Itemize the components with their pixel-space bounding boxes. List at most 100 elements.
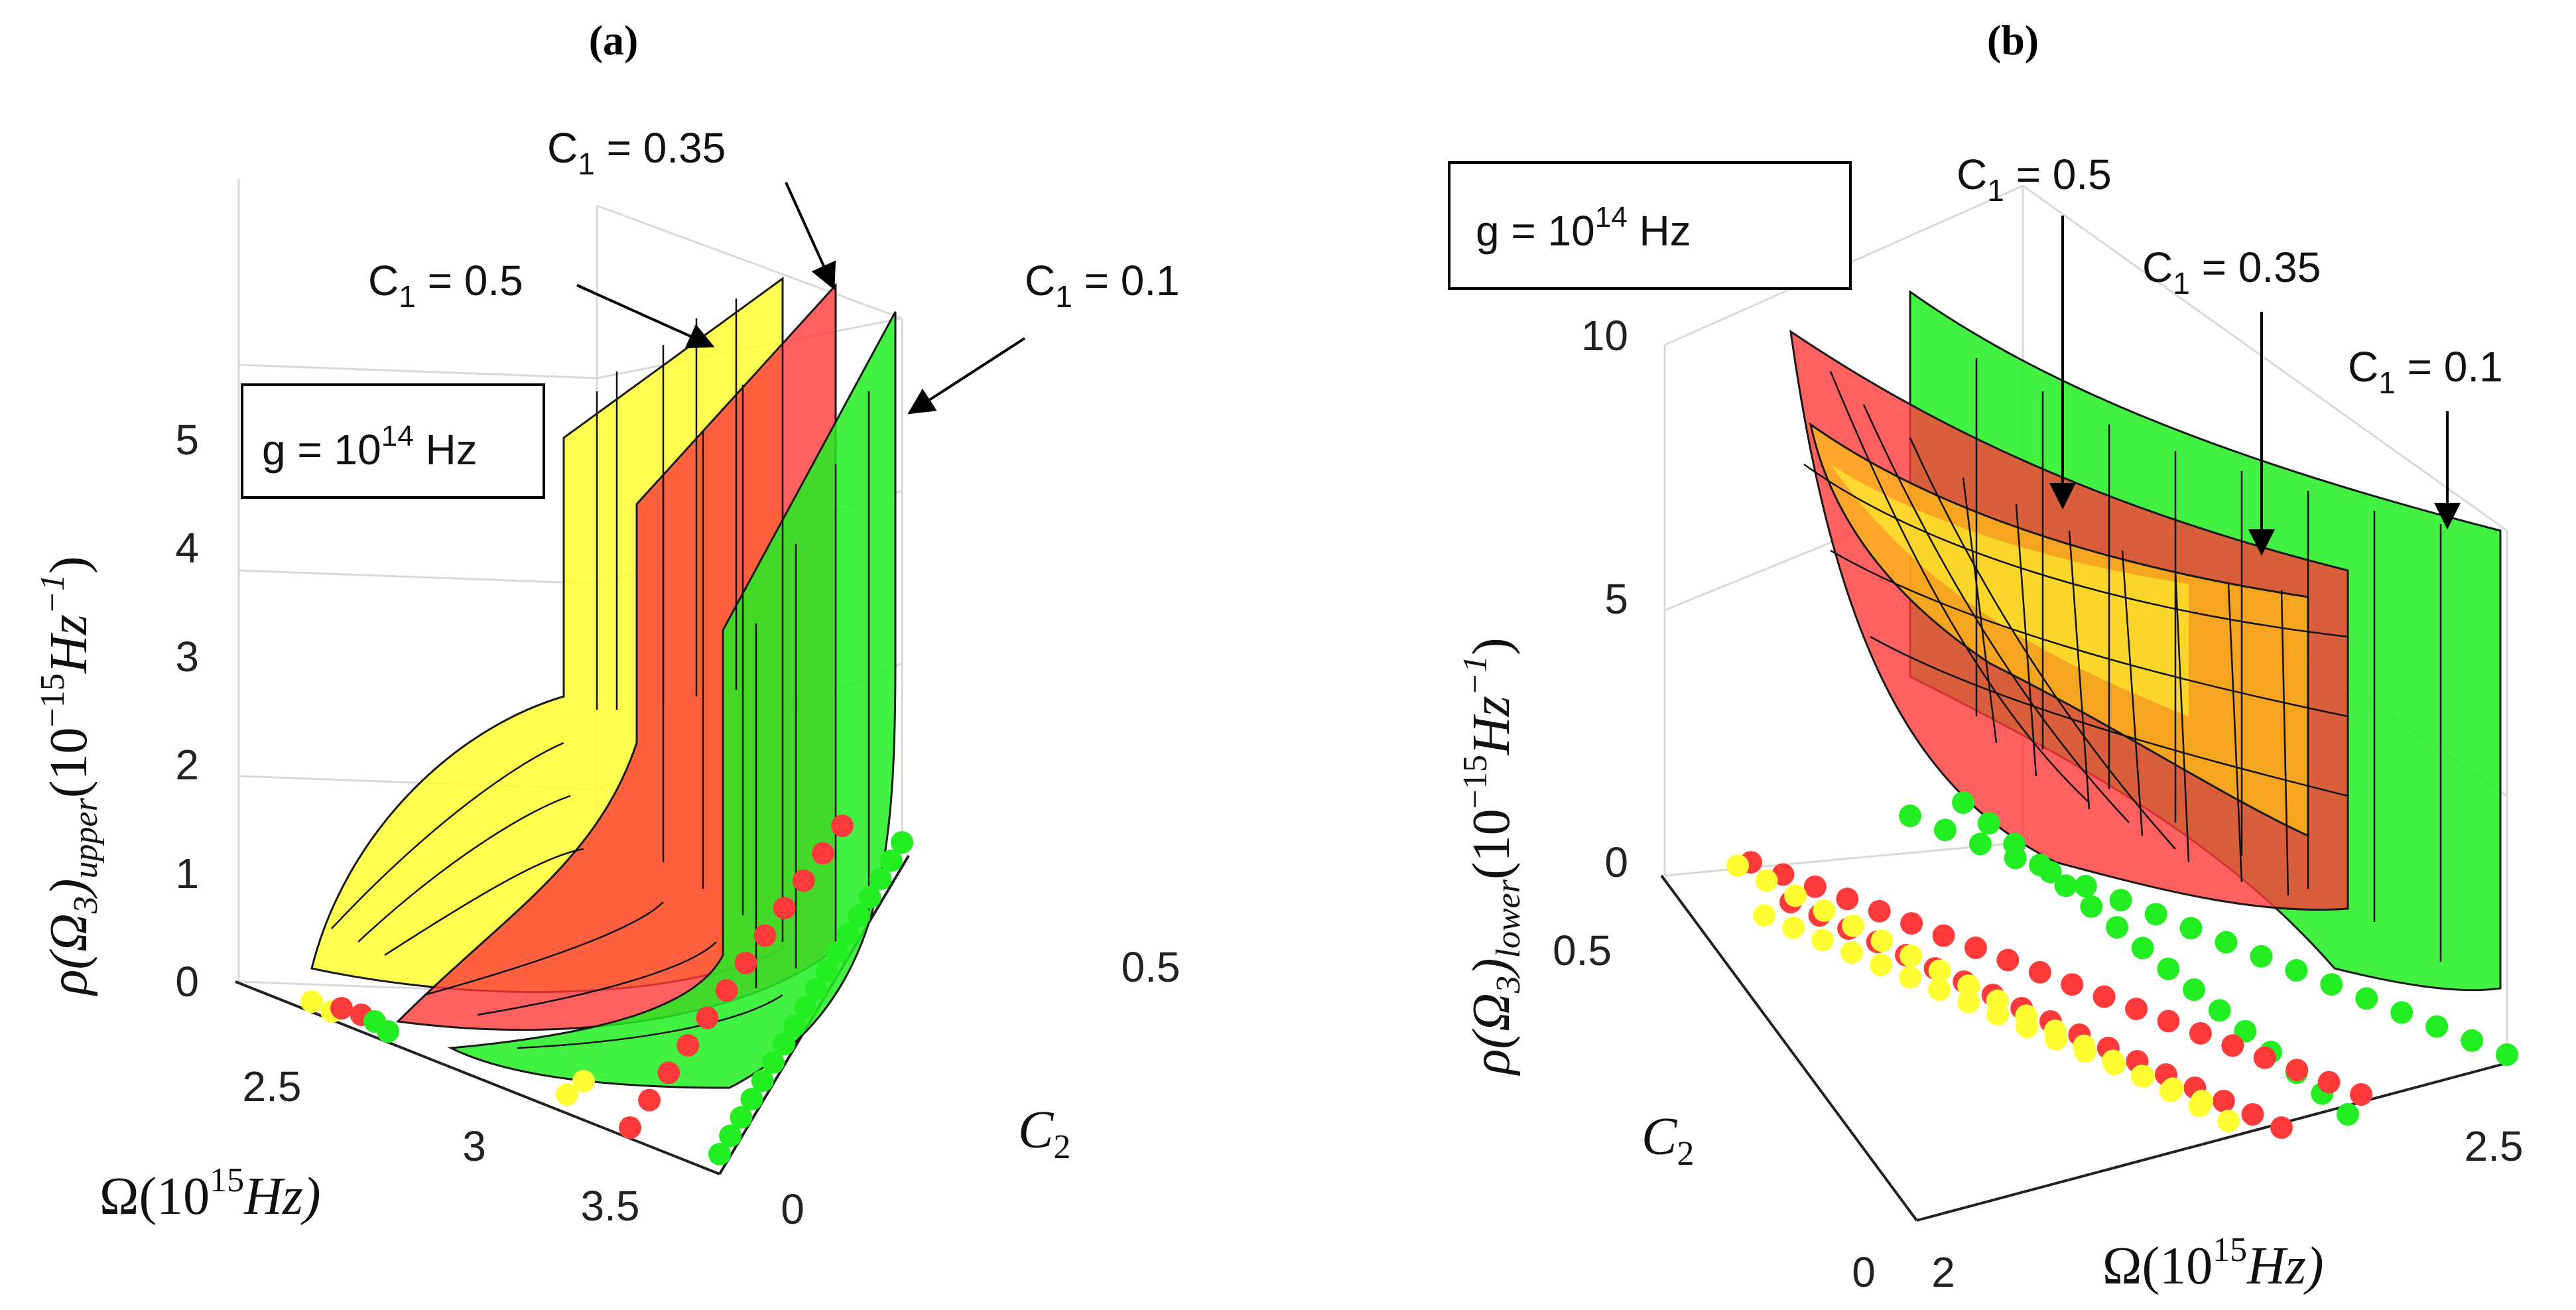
dot-a-green-dot	[826, 941, 849, 964]
axes-b	[1660, 874, 2514, 1222]
dot-b-red-1-dot	[1868, 899, 1891, 923]
dot-b-red-1-dot	[1996, 949, 2020, 972]
panel-b: (b)	[1448, 17, 2523, 1296]
dot-b-yellow-2-dot	[2103, 1053, 2126, 1075]
dot-a-red-dot	[657, 1061, 680, 1084]
dot-b-red-1-dot	[1932, 924, 1955, 947]
ztick-a-1: 1	[175, 850, 199, 897]
dot-a-green-dot	[761, 1051, 785, 1074]
dot-b-green-1-dot	[2215, 931, 2238, 954]
ztick-a-2: 2	[175, 741, 199, 789]
dot-a-green-dot	[751, 1069, 774, 1092]
xtick-a-2.5: 2.5	[243, 1063, 302, 1110]
zticks-b: 0 5 10	[1581, 312, 1628, 886]
dot-b-red-1-dot	[2286, 1059, 2309, 1082]
dot-b-yellow-1-dot	[1870, 929, 1894, 952]
dot-a-green-dot	[794, 996, 817, 1019]
dot-a-green-dot	[805, 978, 828, 1001]
dot-a-green-dot	[879, 849, 903, 872]
annot-b-c1-0.5: C1 = 0.5	[1957, 151, 2112, 208]
annot-a-c1-0.1: C1 = 0.1	[1025, 257, 1180, 314]
dot-b-green-2-dot	[2106, 916, 2128, 939]
panel-a: (a)	[34, 17, 1180, 1233]
dot-a-red-2-dot	[330, 997, 353, 1019]
dot-b-yellow-2-dot	[1957, 990, 1980, 1014]
dot-b-red-1-dot	[2157, 1010, 2180, 1033]
dot-b-green-2-dot	[2183, 978, 2205, 1001]
arrow-a-c1-0.5	[576, 284, 715, 349]
dot-a-green-dot	[858, 885, 881, 909]
annot-b-c1-0.1: C1 = 0.1	[2348, 343, 2503, 400]
dot-b-green-1-dot	[2461, 1029, 2484, 1052]
dot-b-red-1-dot	[2317, 1071, 2341, 1094]
dot-a-red-dot	[773, 897, 796, 920]
dot-a-green-dot	[740, 1088, 763, 1111]
g-label-a: g = 1014 Hz	[262, 420, 478, 474]
dot-a-red-dot	[696, 1006, 719, 1029]
ytick-a-0.5: 0.5	[1122, 943, 1181, 991]
dot-b-yellow-1-dot	[1900, 944, 1923, 967]
dot-b-yellow-2-dot	[2132, 1065, 2155, 1088]
xtick-b-2.5: 2.5	[2465, 1122, 2524, 1170]
xticks-b: 2 2.5	[1931, 1122, 2523, 1296]
zticks-a: 0 1 2 3 4 5	[175, 416, 199, 1006]
dot-b-green-2-dot	[2003, 832, 2026, 856]
dot-a-red-dot	[753, 924, 777, 947]
dot-b-yellow-2-dot	[2191, 1090, 2213, 1112]
dot-a-green-dot	[719, 1124, 742, 1147]
dot-b-red-1-dot	[2189, 1021, 2212, 1045]
dot-a-green-dot	[815, 959, 838, 982]
dot-b-green-1-dot	[2285, 958, 2308, 982]
zlabel-a: ρ(Ω3)upper(10−15Hz−1)	[34, 557, 105, 997]
xtick-b-2: 2	[1931, 1248, 1955, 1296]
ytick-b-0.5: 0.5	[1553, 927, 1612, 974]
dot-b-green-2-dot	[2208, 999, 2231, 1022]
dot-b-yellow-2-dot	[1782, 916, 1805, 939]
dot-a-green-2-dot	[377, 1020, 399, 1043]
arrow-a-c1-0.1	[907, 337, 1026, 415]
dot-a-green-dot	[891, 831, 913, 854]
ztick-b-10: 10	[1581, 312, 1628, 360]
dot-b-green-1-dot	[2250, 945, 2273, 968]
dot-b-yellow-2-dot	[1753, 904, 1775, 927]
annotations-b: C1 = 0.5 C1 = 0.35 C1 = 0.1	[1957, 151, 2503, 556]
dot-b-yellow-2-dot	[1870, 953, 1892, 976]
dot-b-yellow-2-dot	[2074, 1040, 2096, 1063]
dot-a-green-dot	[783, 1014, 806, 1037]
dot-b-red-2-dot	[2212, 1090, 2235, 1112]
dot-b-yellow-1-dot	[1928, 959, 1951, 982]
dot-b-red-1-dot	[2221, 1034, 2244, 1057]
xtick-a-3: 3	[462, 1122, 486, 1170]
dot-b-green-2-dot	[1977, 812, 2000, 835]
dot-a-red-dot	[619, 1116, 641, 1139]
dot-b-green-1-dot	[1968, 832, 1992, 856]
dot-b-red-1-dot	[1964, 936, 1987, 959]
dot-b-green-1-dot	[1933, 819, 1957, 842]
g-label-b: g = 1014 Hz	[1476, 201, 1691, 255]
dot-a-green-dot	[869, 868, 892, 891]
dot-b-green-1-dot	[2390, 1001, 2414, 1024]
dot-b-yellow-1-dot	[1957, 974, 1980, 998]
ylabel-a: C2	[1018, 1101, 1070, 1166]
dot-b-yellow-2-dot	[2045, 1027, 2067, 1051]
dot-b-yellow-1-dot	[1784, 884, 1807, 907]
annot-a-c1-0.35: C1 = 0.35	[547, 124, 726, 181]
ztick-a-0: 0	[175, 958, 199, 1006]
panel-label-a: (a)	[589, 17, 639, 64]
dot-b-green-2-dot	[2337, 1103, 2359, 1126]
dot-b-green-1-dot	[2355, 987, 2378, 1010]
dot-b-red-1-dot	[2253, 1046, 2276, 1069]
ztick-a-3: 3	[175, 633, 199, 681]
dot-b-yellow-2-dot	[1928, 978, 1951, 1001]
dot-b-green-1-dot	[2074, 874, 2097, 897]
dot-b-green-1-dot	[2496, 1043, 2518, 1066]
dot-b-yellow-2-dot	[2016, 1015, 2038, 1038]
dot-b-red-1-dot	[2350, 1083, 2372, 1106]
dots-b	[1726, 791, 2518, 1139]
arrow-a-c1-0.35	[785, 182, 836, 291]
dot-a-yellow-dot	[572, 1070, 595, 1092]
dot-a-red-dot	[638, 1088, 661, 1112]
xticks-a: 2.5 3 3.5	[243, 1063, 640, 1230]
dot-b-yellow-2-dot	[1811, 929, 1834, 952]
